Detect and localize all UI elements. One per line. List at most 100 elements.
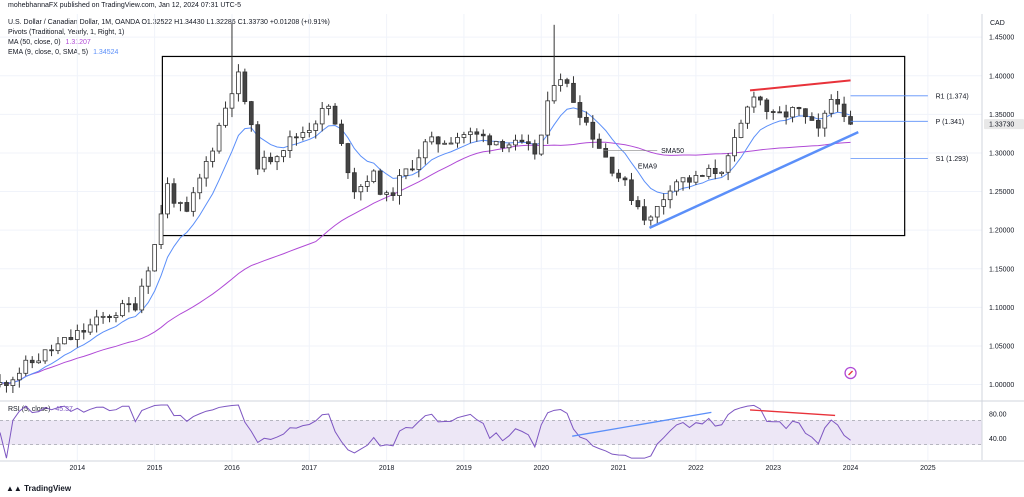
time-tick-label: 2016 [224,465,240,472]
candle-body [319,108,325,125]
candle [526,134,531,151]
time-tick-label: 2017 [302,465,318,472]
candle-body [352,172,357,193]
candle-body [100,315,106,318]
candle [16,367,22,388]
pivot-label: P (1.341) [936,119,965,126]
candle-body [145,270,151,287]
candle [165,177,170,219]
candle-body [62,337,67,345]
candle-body [132,303,138,311]
candle [306,122,312,138]
candle-body [94,316,99,326]
candle [223,101,228,128]
candle-body [493,141,499,146]
candle-body [384,192,389,195]
candle [184,196,190,213]
rsi-band [0,420,982,445]
candle-body [294,136,299,139]
candle-body [629,179,634,201]
price-tick-label: 1.05000 [989,343,1014,350]
candle [261,150,267,173]
symbol-line: U.S. Dollar / Canadian Dollar, 1M, OANDA… [8,19,330,26]
candle [448,137,454,145]
candle-body [300,132,306,138]
candle-body [803,108,808,118]
candle-body [422,141,428,159]
candle-body [126,303,132,306]
candle [687,175,692,190]
candle [609,156,615,177]
candle [139,278,145,314]
candle [364,175,370,192]
alert-clock-icon [844,366,857,380]
candle-body [16,372,22,381]
alert-icon-ring [844,366,857,380]
candle [596,133,602,149]
candle [809,112,815,121]
candle-body [538,134,544,155]
candle-body [274,156,280,163]
candle-body [564,79,570,84]
candle-body [596,138,602,149]
candle-body [468,131,473,135]
ema-value: 1.34524 [93,49,119,56]
candle [435,136,441,153]
candle [62,337,67,345]
candle-body [416,157,422,170]
candle [584,111,589,126]
candle-body [165,183,170,215]
candle-body [526,141,531,145]
candle [783,104,789,125]
candle [100,311,106,324]
candle-body [609,156,615,174]
candle [390,187,396,201]
candle [107,314,112,323]
candle [474,128,480,142]
candle [29,356,35,369]
candle [822,110,828,137]
candle [74,324,80,348]
ema-line[interactable]: EMA (9, close, 0, SMA, 5) 1.34524 [8,49,118,56]
candle-body [841,103,847,117]
candle [461,131,467,144]
candle-body [783,111,789,118]
candle [577,95,583,126]
pivot-label: S1 (1.293) [936,156,969,163]
candle-body [654,205,660,218]
candle [500,139,505,152]
candle-body [210,150,215,162]
candle [178,201,183,212]
candle [0,374,3,388]
candle [751,91,757,113]
candle-body [648,216,654,221]
candle [455,132,460,148]
candle [719,171,725,177]
candle-body [216,124,222,152]
candle-body [835,99,840,105]
candle [319,101,325,132]
candle-body [680,177,686,183]
candle [790,106,795,123]
price-tick-label: 1.30000 [989,150,1014,157]
ma-label: MA (50, close, 0) [8,39,61,46]
candle [403,168,409,180]
candle-body [358,186,364,193]
candle [42,349,48,364]
candle-body [268,156,273,163]
pivots-line[interactable]: Pivots (Traditional, Yearly, 1, Right, 1… [8,29,125,36]
candle [352,167,357,199]
time-tick-label: 2020 [533,465,549,472]
candle [4,380,9,393]
candle [281,149,286,163]
candle [545,91,551,144]
candle-body [519,139,525,143]
candle-body [68,337,74,340]
candle [300,126,306,141]
candle-body [281,150,286,158]
candle [532,139,538,160]
ma-line[interactable]: MA (50, close, 0) 1.31207 [8,39,91,46]
alert-icon-mark [848,370,854,376]
candle [564,77,570,88]
